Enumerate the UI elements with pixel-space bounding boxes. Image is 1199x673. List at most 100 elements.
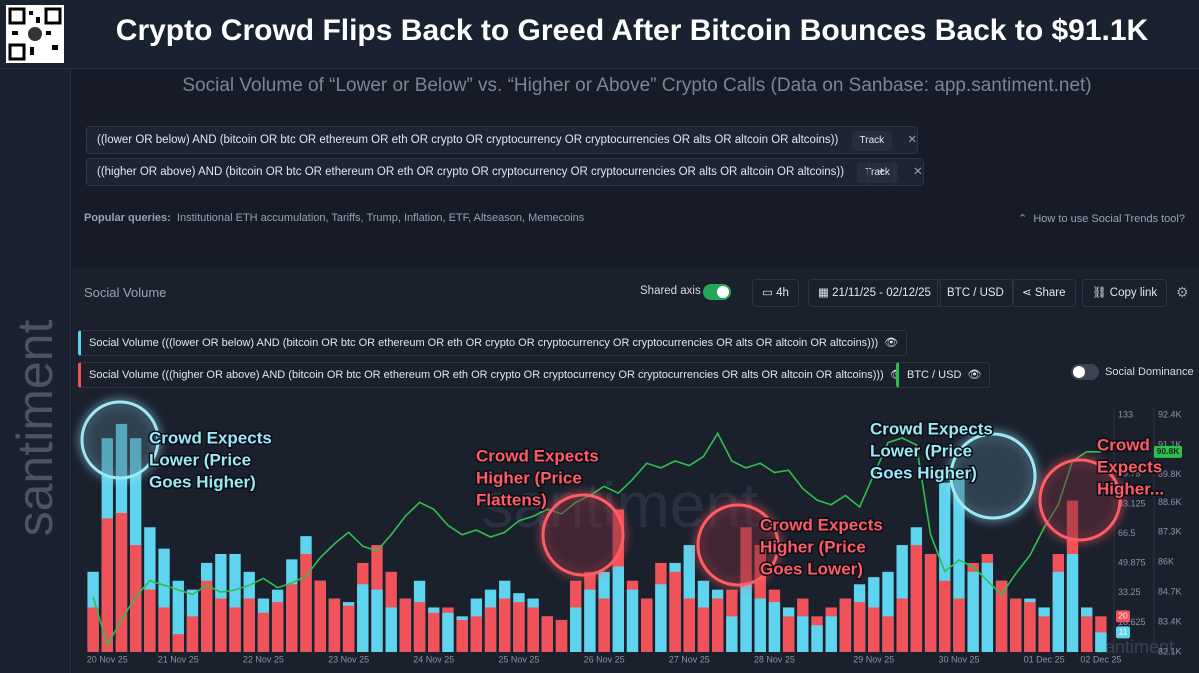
bar [286, 584, 298, 652]
x-tick-label: 22 Nov 25 [243, 654, 284, 664]
bar [314, 580, 326, 652]
bar [215, 598, 227, 652]
legend-label: BTC / USD [907, 369, 962, 381]
bar [527, 607, 539, 652]
bar [371, 589, 383, 652]
bar [995, 580, 1008, 652]
x-tick-label: 01 Dec 25 [1024, 654, 1065, 664]
sidebar: santiment [0, 69, 71, 673]
panel-title: Social Volume [84, 285, 167, 300]
bar [882, 571, 894, 652]
legend-item[interactable]: Social Volume (((higher OR above) AND (b… [78, 362, 913, 388]
help-text[interactable]: How to use Social Trends tool? [1033, 213, 1185, 225]
x-tick-label: 23 Nov 25 [328, 654, 369, 664]
watermark: santiment [1096, 637, 1174, 657]
title: Crypto Crowd Flips Back to Greed After B… [115, 14, 1149, 47]
bar [1052, 571, 1064, 652]
shared-axis-toggle[interactable] [703, 284, 731, 300]
y2-tick-label: 83.4K [1158, 616, 1182, 626]
bar [499, 598, 511, 652]
x-tick-label: 20 Nov 25 [87, 654, 128, 664]
add-query-button[interactable]: + [868, 158, 895, 186]
date-range-button[interactable]: ▦ 21/11/25 - 02/12/25 [808, 279, 941, 307]
interval-button[interactable]: ▭ 4h [752, 279, 799, 307]
bar [101, 518, 113, 652]
bar [683, 598, 695, 652]
legend-item[interactable]: BTC / USD 👁 [896, 362, 991, 388]
popular-items[interactable]: Institutional ETH accumulation, Tariffs,… [176, 212, 585, 224]
y-tick-label: 83.125 [1118, 498, 1146, 508]
bar [626, 589, 639, 652]
bar [641, 598, 653, 652]
annotation: Lower (Price [870, 441, 972, 460]
bar [1010, 598, 1022, 652]
annotation: Expects [1097, 457, 1162, 476]
highlight-circle [541, 493, 625, 577]
track-button[interactable]: Track [851, 131, 893, 151]
annotation: Crowd [1097, 435, 1150, 454]
track-button[interactable]: Track [857, 163, 898, 183]
y2-tick-label: 87.3K [1158, 527, 1182, 537]
bar [570, 607, 582, 652]
bar [328, 598, 341, 652]
bar [130, 545, 142, 652]
bar [541, 616, 553, 652]
bar [825, 616, 837, 652]
x-tick-label: 30 Nov 25 [938, 654, 979, 664]
bar [740, 584, 752, 652]
y-tick-label: 116.375 [1118, 439, 1150, 449]
bar [484, 607, 497, 652]
bar [1081, 616, 1093, 652]
y2-tick-label: 88.6K [1158, 497, 1182, 507]
value-label: 11 [1119, 627, 1128, 637]
bar [470, 616, 483, 652]
date-range: 21/11/25 - 02/12/25 [832, 287, 931, 299]
bar [342, 605, 355, 652]
highlight-circle [1038, 458, 1122, 542]
bar [357, 584, 369, 652]
legend-item[interactable]: Social Volume (((lower OR below) AND (bi… [78, 330, 908, 356]
bar [115, 513, 128, 652]
value-badge [1116, 610, 1130, 623]
y-tick-label: 49.875 [1118, 558, 1146, 568]
annotation: Crowd Expects [149, 428, 272, 447]
y-tick-label: 66.5 [1118, 528, 1136, 538]
bar [413, 602, 426, 652]
x-tick-label: 26 Nov 25 [584, 654, 625, 664]
bar [1066, 553, 1079, 652]
bar [456, 619, 468, 652]
bar [939, 580, 951, 652]
remove-button[interactable]: ✕ [913, 166, 923, 178]
copy-link-button[interactable]: ⛓ Copy link [1082, 279, 1168, 307]
annotation: Goes Higher) [870, 463, 977, 482]
bar [513, 602, 525, 652]
x-tick-label: 25 Nov 25 [498, 654, 539, 664]
share: Share [1034, 287, 1066, 299]
settings-icon[interactable]: ⚙ [1176, 284, 1189, 300]
copy-link: Copy link [1109, 287, 1158, 299]
bar [953, 598, 965, 652]
y2-tick-label: 86K [1158, 557, 1174, 567]
y2-tick-label: 82.1K [1158, 646, 1182, 656]
pair-button[interactable]: BTC / USD [937, 279, 1014, 307]
y-tick-label: 16.625 [1118, 617, 1146, 627]
bar [967, 571, 979, 652]
query-text: ((higher OR above) AND (bitcoin OR btc O… [97, 166, 845, 178]
value-label: 20 [1118, 611, 1128, 621]
social-dominance-toggle[interactable] [1071, 364, 1099, 380]
bar [910, 545, 923, 652]
bar [172, 634, 184, 652]
bar [711, 598, 724, 652]
highlight-circle [80, 400, 160, 480]
help-link[interactable]: ⌃ How to use Social Trends tool? [1018, 213, 1185, 225]
share-button[interactable]: ⋖ Share [1012, 279, 1076, 307]
y-tick-label: 99.75 [1118, 469, 1141, 479]
remove-button[interactable]: ✕ [907, 134, 918, 146]
value-label: 90.8K [1157, 446, 1181, 456]
annotation: Crowd Expects [760, 515, 883, 534]
shared-axis-label: Shared axis [640, 285, 701, 297]
x-tick-label: 29 Nov 25 [853, 654, 894, 664]
annotation: Higher... [1097, 479, 1164, 498]
bar [896, 598, 908, 652]
